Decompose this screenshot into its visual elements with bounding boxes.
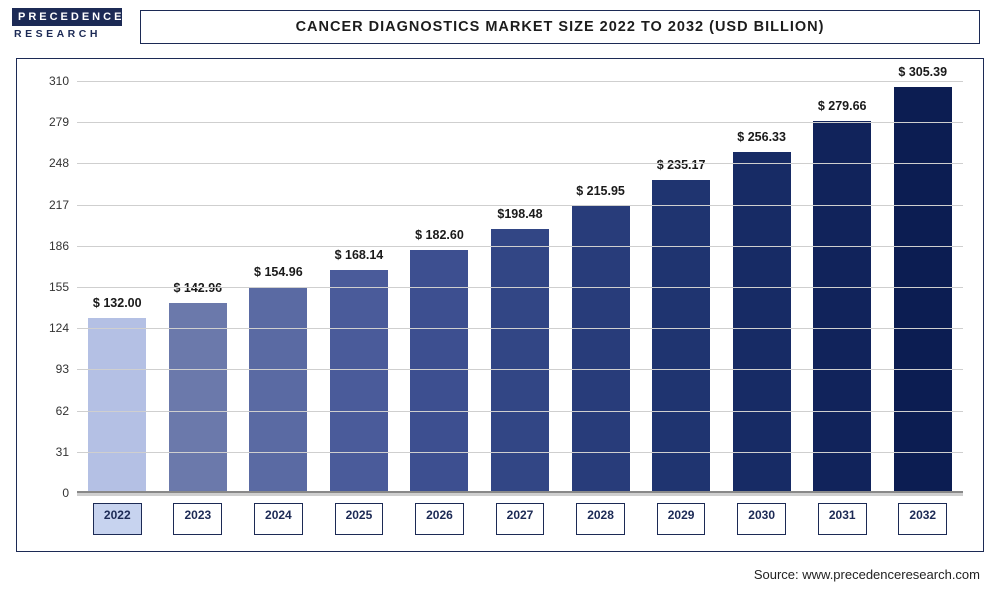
logo-line1: PRECEDENCE — [12, 8, 122, 26]
grid-line — [77, 122, 963, 123]
bar: $ 215.95 — [572, 206, 630, 493]
chart-title: CANCER DIAGNOSTICS MARKET SIZE 2022 TO 2… — [296, 19, 825, 35]
x-label-slot: 2027 — [480, 503, 561, 535]
y-tick-label: 186 — [29, 239, 69, 253]
bar: $198.48 — [491, 229, 549, 493]
bar: $ 305.39 — [894, 87, 952, 493]
y-tick-label: 93 — [29, 362, 69, 376]
y-tick-label: 62 — [29, 404, 69, 418]
x-label-slot: 2029 — [641, 503, 722, 535]
y-tick-label: 155 — [29, 280, 69, 294]
plot-area: $ 132.00 $ 142.96 $ 154.96 $ 168.14 $ 182.60… — [77, 81, 963, 493]
y-tick-label: 279 — [29, 115, 69, 129]
grid-line — [77, 452, 963, 453]
y-tick-label: 310 — [29, 74, 69, 88]
brand-logo: PRECEDENCE RESEARCH — [12, 8, 122, 40]
bar: $ 142.96 — [169, 303, 227, 493]
bar-value-label: $ 279.66 — [818, 99, 867, 113]
bar-value-label: $ 154.96 — [254, 265, 303, 279]
x-label-slot: 2026 — [399, 503, 480, 535]
grid-line — [77, 369, 963, 370]
bar-value-label: $ 256.33 — [737, 130, 786, 144]
bar-value-label: $ 142.96 — [173, 281, 222, 295]
grid-line — [77, 205, 963, 206]
grid-line — [77, 246, 963, 247]
grid-line — [77, 493, 963, 494]
bar-value-label: $ 305.39 — [898, 65, 947, 79]
x-label-slot: 2031 — [802, 503, 883, 535]
bar-value-label: $ 132.00 — [93, 296, 142, 310]
x-label-slot: 2024 — [238, 503, 319, 535]
x-label-slot: 2028 — [560, 503, 641, 535]
grid-line — [77, 328, 963, 329]
x-category-label: 2027 — [496, 503, 545, 535]
x-category-label: 2032 — [898, 503, 947, 535]
y-tick-label: 31 — [29, 445, 69, 459]
bar-value-label: $ 182.60 — [415, 228, 464, 242]
x-category-label: 2025 — [335, 503, 384, 535]
logo-line2: RESEARCH — [12, 26, 122, 40]
x-axis-labels: 2022 2023 2024 2025 2026 2027 2028 2029 2030 2031… — [77, 503, 963, 535]
x-label-slot: 2022 — [77, 503, 158, 535]
grid-line — [77, 81, 963, 82]
y-tick-label: 217 — [29, 198, 69, 212]
grid-line — [77, 163, 963, 164]
x-category-label: 2024 — [254, 503, 303, 535]
chart-title-frame: CANCER DIAGNOSTICS MARKET SIZE 2022 TO 2… — [140, 10, 980, 44]
bar-value-label: $198.48 — [497, 207, 542, 221]
y-tick-label: 124 — [29, 321, 69, 335]
x-label-slot: 2030 — [721, 503, 802, 535]
x-category-label: 2030 — [737, 503, 786, 535]
bar: $ 279.66 — [813, 121, 871, 493]
x-category-label: 2031 — [818, 503, 867, 535]
bar: $ 235.17 — [652, 180, 710, 493]
grid-line — [77, 411, 963, 412]
x-category-label: 2028 — [576, 503, 625, 535]
bar: $ 132.00 — [88, 318, 146, 493]
bar-value-label: $ 168.14 — [335, 248, 384, 262]
x-label-slot: 2025 — [319, 503, 400, 535]
y-tick-label: 0 — [29, 486, 69, 500]
x-category-label: 2023 — [173, 503, 222, 535]
source-text: Source: www.precedenceresearch.com — [754, 567, 980, 582]
bar-value-label: $ 235.17 — [657, 158, 706, 172]
x-label-slot: 2023 — [158, 503, 239, 535]
bar-value-label: $ 215.95 — [576, 184, 625, 198]
x-label-slot: 2032 — [882, 503, 963, 535]
x-category-label: 2022 — [93, 503, 142, 535]
bar: $ 256.33 — [733, 152, 791, 493]
y-tick-label: 248 — [29, 156, 69, 170]
chart-frame: $ 132.00 $ 142.96 $ 154.96 $ 168.14 $ 182.60… — [16, 58, 984, 552]
bar: $ 154.96 — [249, 287, 307, 493]
x-category-label: 2026 — [415, 503, 464, 535]
x-category-label: 2029 — [657, 503, 706, 535]
bar: $ 168.14 — [330, 270, 388, 493]
grid-line — [77, 287, 963, 288]
